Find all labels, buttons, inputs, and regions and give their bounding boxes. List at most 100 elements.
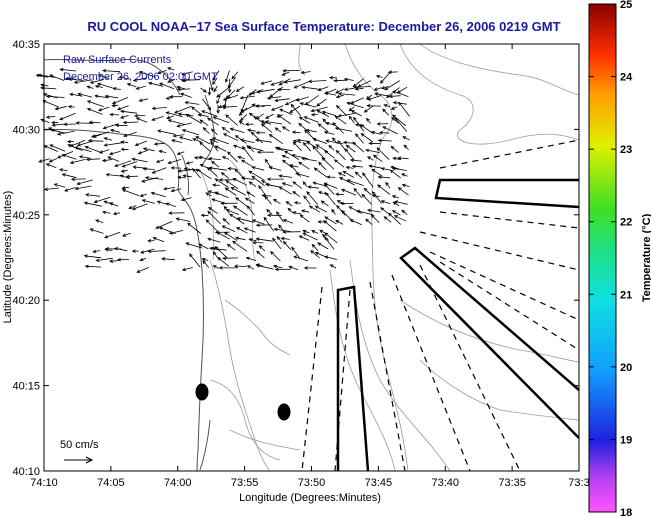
current-vector [239, 114, 248, 122]
current-vector [307, 185, 319, 189]
current-vector [367, 95, 382, 101]
current-vector [255, 138, 272, 143]
current-vector [214, 178, 229, 188]
current-vector [268, 166, 282, 171]
marker-north [195, 383, 209, 401]
current-vector [344, 148, 355, 161]
colorbar-tick-label: 23 [620, 144, 632, 156]
current-vector [343, 87, 355, 91]
current-vector [336, 204, 346, 216]
current-vector [208, 157, 221, 161]
annotation-line2: December 26, 2006 02:00 GMT [63, 71, 218, 83]
current-vector [306, 190, 319, 205]
current-vector [326, 175, 336, 179]
current-vector [255, 104, 272, 108]
current-vector [198, 243, 209, 250]
current-vector [111, 97, 129, 105]
current-vector [108, 150, 121, 156]
x-tick-label: 73:3 [568, 477, 589, 489]
current-vector [161, 257, 175, 261]
current-vector [281, 126, 290, 132]
current-vector [248, 181, 257, 188]
colorbar-tick-label: 24 [620, 72, 633, 84]
current-vector [401, 183, 410, 188]
current-vector [64, 187, 76, 192]
current-vector [58, 168, 68, 172]
current-vector [284, 98, 299, 106]
current-vector [85, 157, 101, 162]
current-vector [201, 98, 212, 111]
current-vector [67, 105, 75, 109]
current-vector [119, 174, 130, 180]
current-vector [323, 130, 335, 135]
current-vector [363, 105, 374, 113]
current-vector [256, 250, 265, 259]
current-vector [158, 149, 167, 154]
current-vector [274, 127, 282, 133]
current-vector [234, 236, 246, 241]
current-vector [104, 94, 119, 99]
current-vector [278, 174, 293, 178]
current-vector [176, 151, 185, 155]
current-vector [56, 130, 75, 136]
current-vector [216, 86, 230, 98]
x-tick-label: 74:05 [97, 477, 125, 489]
current-vector [272, 237, 282, 249]
current-vector [239, 138, 255, 143]
current-vector [378, 130, 390, 135]
current-vector [242, 145, 254, 161]
current-vector [87, 139, 104, 143]
current-vector [301, 209, 310, 213]
current-vector [123, 131, 137, 137]
current-vector [54, 105, 67, 111]
current-vector [323, 183, 335, 195]
current-vector [67, 77, 84, 82]
current-vector [264, 195, 272, 205]
current-vector [377, 184, 391, 195]
current-vector [311, 243, 319, 252]
current-vector [222, 256, 239, 260]
current-vector [391, 114, 407, 127]
current-vector [132, 77, 148, 82]
current-vector [172, 133, 185, 138]
current-vector [109, 128, 120, 133]
current-vector [295, 172, 310, 178]
current-vector [328, 144, 335, 151]
current-vector [77, 92, 93, 98]
current-vector [187, 222, 202, 234]
x-tick-label: 74:10 [30, 477, 58, 489]
current-vector [270, 105, 284, 111]
current-vector [199, 141, 211, 152]
current-vector [382, 126, 398, 135]
current-vector [45, 163, 57, 169]
colorbar-tick-label: 22 [620, 217, 632, 229]
y-tick-label: 40:30 [12, 124, 40, 136]
current-vector [270, 250, 281, 262]
current-vector [278, 186, 293, 195]
current-vector [49, 74, 65, 81]
current-vector [120, 169, 128, 173]
current-vector [301, 85, 319, 90]
current-vector [95, 219, 104, 224]
shipping-lanes [301, 139, 580, 472]
current-vector [312, 181, 326, 187]
current-vector [48, 158, 58, 163]
current-vector [394, 200, 408, 205]
current-vector [222, 133, 239, 142]
current-vector [382, 108, 389, 116]
current-vector [94, 94, 110, 99]
map-title: RU COOL NOAA−17 Sea Surface Temperature:… [87, 19, 560, 34]
current-vector [324, 91, 337, 96]
current-vector [189, 253, 201, 268]
current-vector [333, 78, 347, 83]
current-vector [362, 172, 374, 188]
current-vector [167, 79, 176, 83]
current-vector [63, 122, 77, 127]
current-vector [244, 197, 255, 204]
current-vector [125, 174, 139, 179]
current-vector [158, 82, 175, 90]
current-vector [324, 232, 338, 244]
current-vector [303, 116, 319, 123]
current-vector [221, 225, 236, 232]
current-vector [226, 89, 236, 99]
